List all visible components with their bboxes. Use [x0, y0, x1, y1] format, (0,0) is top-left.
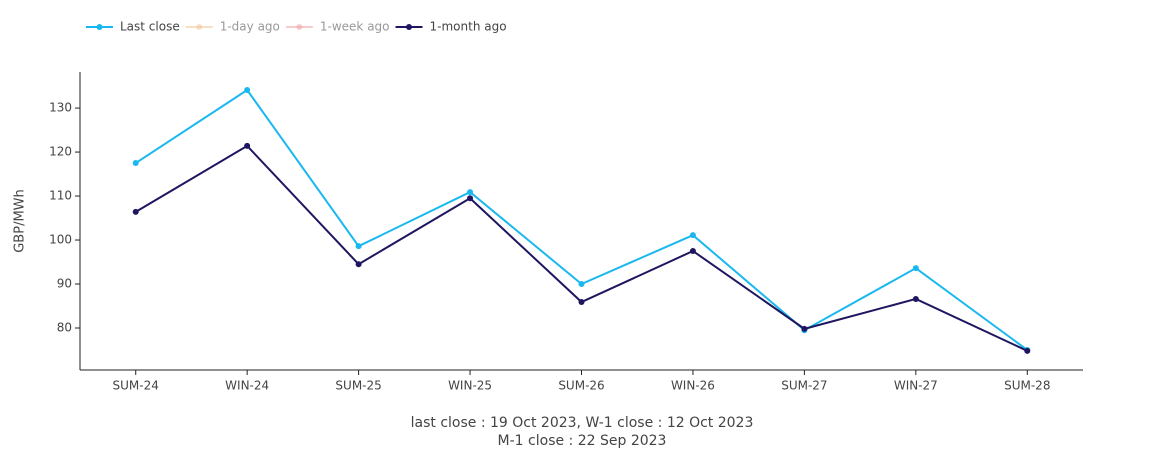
data-point	[355, 243, 362, 250]
data-point	[244, 87, 251, 94]
data-point	[578, 281, 585, 288]
data-point	[244, 142, 251, 149]
y-tick-label: 130	[49, 101, 72, 115]
legend-label[interactable]: 1-month ago	[430, 20, 507, 34]
series-line	[135, 144, 1028, 352]
x-tick-label: SUM-28	[1004, 379, 1050, 393]
y-tick-label: 100	[49, 233, 72, 247]
data-point	[467, 189, 474, 196]
x-tick-label: SUM-25	[335, 379, 381, 393]
data-point	[578, 299, 585, 306]
series-line	[135, 88, 1028, 351]
y-tick-label: 80	[57, 320, 72, 334]
legend-marker	[296, 24, 303, 30]
data-point	[467, 195, 474, 202]
y-axis-label: GBP/MWh	[13, 189, 28, 253]
x-tick-label: SUM-27	[781, 379, 827, 393]
data-point	[689, 232, 696, 239]
data-point	[355, 261, 362, 268]
data-point	[912, 265, 919, 272]
x-tick-label: SUM-24	[113, 379, 159, 393]
x-tick-label: WIN-26	[671, 379, 715, 393]
data-point	[132, 208, 139, 215]
x-tick-label: SUM-26	[558, 379, 604, 393]
legend-marker	[96, 24, 103, 30]
legend-label[interactable]: Last close	[120, 20, 180, 34]
data-point	[801, 325, 808, 332]
y-tick-label: 90	[57, 277, 72, 291]
x-tick-label: WIN-25	[448, 379, 492, 393]
data-point	[132, 160, 139, 167]
annotation: M-1 close : 22 Sep 2023	[498, 433, 667, 449]
y-tick-label: 120	[49, 145, 72, 159]
data-point	[912, 295, 919, 302]
data-point	[1024, 347, 1031, 354]
legend-label[interactable]: 1-day ago	[220, 20, 280, 34]
legend-label[interactable]: 1-week ago	[320, 20, 390, 34]
legend-marker	[406, 24, 413, 30]
x-tick-label: WIN-24	[225, 379, 269, 393]
data-point	[689, 248, 696, 255]
x-tick-label: WIN-27	[894, 379, 938, 393]
annotation: last close : 19 Oct 2023, W-1 close : 12…	[411, 415, 754, 431]
y-tick-label: 110	[49, 189, 72, 203]
legend-marker	[196, 24, 203, 30]
